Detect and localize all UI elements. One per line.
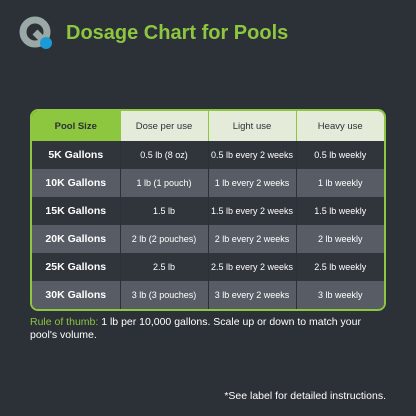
cell: 3 lb (3 pouches) (119, 281, 208, 309)
pool-size: 15K Gallons (32, 197, 120, 225)
cell: 1 lb (1 pouch) (119, 169, 208, 197)
cell: 1.5 lb weekly (295, 197, 384, 225)
footer: *See label for detailed instructions. (224, 390, 386, 402)
note-label: Rule of thumb: (30, 316, 99, 328)
table-row: 20K Gallons 2 lb (2 pouches) 2 lb every 2 … (32, 225, 384, 253)
cell: 0.5 lb weekly (295, 141, 384, 169)
table-row: 25K Gallons 2.5 lb 2.5 lb every 2 weeks 2.5… (32, 253, 384, 281)
pool-size: 30K Gallons (32, 281, 120, 309)
logo (19, 16, 52, 49)
header-row: Pool Size Dose per use Light use Heavy use (32, 111, 384, 141)
pool-size: 5K Gallons (32, 141, 120, 169)
table-body: 5K Gallons 0.5 lb (8 oz) 0.5 lb every 2 we… (32, 141, 384, 309)
column-header: Dose per use (119, 111, 208, 141)
column-header: Heavy use (295, 111, 384, 141)
dosage-table: Pool Size Dose per use Light use Heavy use … (32, 111, 384, 309)
cell: 1.5 lb (119, 197, 208, 225)
title: Dosage Chart for Pools (66, 22, 289, 44)
pool-size: 25K Gallons (32, 253, 120, 281)
cell: 2 lb (2 pouches) (119, 225, 208, 253)
cell: 2 lb every 2 weeks (207, 225, 296, 253)
cell: 2.5 lb weekly (295, 253, 384, 281)
cell: 1 lb weekly (295, 169, 384, 197)
table-row: 5K Gallons 0.5 lb (8 oz) 0.5 lb every 2 we… (32, 141, 384, 169)
cell: 3 lb weekly (295, 281, 384, 309)
pool-size: 20K Gallons (32, 225, 120, 253)
column-header: Pool Size (32, 111, 120, 141)
table-container: Pool Size Dose per use Light use Heavy use … (30, 109, 386, 311)
cell: 2.5 lb every 2 weeks (207, 253, 296, 281)
cell: 2 lb weekly (295, 225, 384, 253)
cell: 3 lb every 2 weeks (207, 281, 296, 309)
cell: 2.5 lb (119, 253, 208, 281)
cell: 1.5 lb every 2 weeks (207, 197, 296, 225)
note: Rule of thumb: 1 lb per 10,000 gallons. … (30, 316, 390, 342)
table-row: 30K Gallons 3 lb (3 pouches) 3 lb every 2 … (32, 281, 384, 309)
column-header: Light use (207, 111, 296, 141)
table-row: 15K Gallons 1.5 lb 1.5 lb every 2 weeks 1.5… (32, 197, 384, 225)
note-text: 1 lb per 10,000 gallons. Scale up or dow… (30, 316, 361, 341)
pool-size: 10K Gallons (32, 169, 120, 197)
cell: 0.5 lb every 2 weeks (207, 141, 296, 169)
cell: 0.5 lb (8 oz) (119, 141, 208, 169)
cell: 1 lb every 2 weeks (207, 169, 296, 197)
table-row: 10K Gallons 1 lb (1 pouch) 1 lb every 2 we… (32, 169, 384, 197)
